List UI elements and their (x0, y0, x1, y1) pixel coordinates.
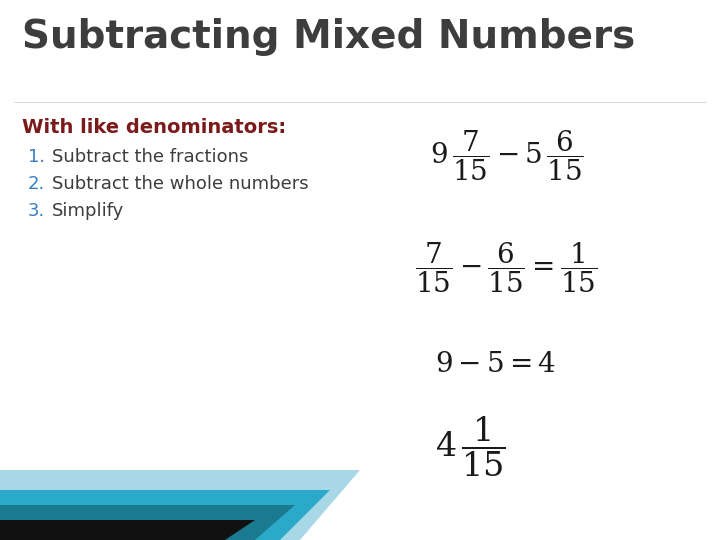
Text: $9-5=4$: $9-5=4$ (435, 350, 556, 378)
Text: Subtracting Mixed Numbers: Subtracting Mixed Numbers (22, 18, 635, 56)
Polygon shape (0, 470, 360, 540)
Text: Subtract the whole numbers: Subtract the whole numbers (52, 175, 309, 193)
Text: 2.: 2. (28, 175, 45, 193)
Text: 1.: 1. (28, 148, 45, 166)
Text: $4\,\dfrac{1}{15}$: $4\,\dfrac{1}{15}$ (435, 415, 506, 480)
Text: With like denominators:: With like denominators: (22, 118, 286, 137)
Text: $9\,\dfrac{7}{15}-5\,\dfrac{6}{15}$: $9\,\dfrac{7}{15}-5\,\dfrac{6}{15}$ (430, 128, 584, 183)
Text: $\dfrac{7}{15}-\dfrac{6}{15}=\dfrac{1}{15}$: $\dfrac{7}{15}-\dfrac{6}{15}=\dfrac{1}{1… (415, 240, 598, 295)
Polygon shape (0, 505, 295, 540)
Text: Simplify: Simplify (52, 202, 125, 220)
Polygon shape (0, 490, 330, 540)
Polygon shape (0, 520, 255, 540)
Text: Subtract the fractions: Subtract the fractions (52, 148, 248, 166)
Text: 3.: 3. (28, 202, 45, 220)
